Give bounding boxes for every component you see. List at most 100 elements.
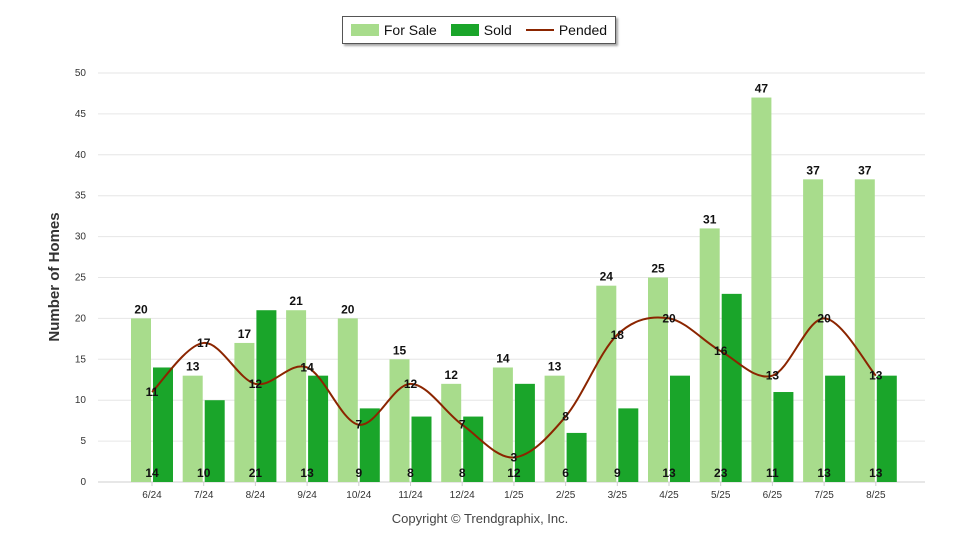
bar-for-sale — [854, 179, 875, 482]
bar-for-sale — [389, 359, 410, 482]
bar-for-sale — [648, 277, 668, 482]
data-label-sold: 6 — [562, 466, 569, 480]
pended-series-line — [151, 316, 877, 459]
data-label-for-sale: 20 — [341, 302, 355, 316]
bar-sold — [825, 375, 846, 482]
data-label-for-sale: 37 — [806, 163, 820, 177]
data-label-pended: 12 — [249, 377, 263, 391]
data-label-sold: 23 — [714, 466, 728, 480]
data-label-sold: 11 — [766, 466, 779, 480]
sold-swatch — [450, 24, 479, 36]
bar-for-sale — [441, 383, 462, 482]
bar-for-sale — [182, 375, 203, 482]
bar-sold — [721, 293, 742, 482]
bar-for-sale — [492, 367, 513, 482]
x-axis: 6/24 7/24 8/24 9/24 10/24 11/24 12/24 1/25 2/25 3… — [98, 481, 925, 501]
y-tick-label: 15 — [75, 354, 87, 365]
bar-sold — [463, 416, 484, 482]
bar-sold — [204, 400, 225, 482]
data-label-sold: 13 — [817, 466, 831, 480]
data-label-for-sale: 17 — [238, 327, 252, 341]
bar-sold — [618, 408, 639, 482]
y-tick-label: 5 — [80, 436, 86, 447]
data-label-pended: 13 — [869, 369, 883, 383]
bar-sold — [876, 375, 897, 482]
bars — [131, 97, 897, 482]
bar-sold — [308, 375, 329, 482]
y-tick-label: 30 — [75, 232, 87, 243]
pended-swatch — [525, 29, 554, 31]
x-tick-label: 8/24 — [246, 490, 266, 501]
data-label-pended: 13 — [766, 369, 780, 383]
y-tick-label: 10 — [75, 395, 87, 406]
data-label-pended: 3 — [511, 450, 518, 464]
bar-for-sale — [803, 179, 824, 482]
y-tick-label: 35 — [75, 191, 87, 202]
x-tick-label: 5/25 — [711, 490, 731, 501]
data-label-sold: 8 — [407, 466, 414, 480]
data-label-sold: 14 — [145, 466, 159, 480]
bar-for-sale — [234, 342, 255, 482]
data-label-sold: 21 — [249, 466, 263, 480]
data-label-sold: 8 — [459, 466, 466, 480]
x-tick-label: 10/24 — [346, 490, 371, 501]
y-tick-label: 40 — [75, 150, 87, 161]
y-axis: 0 5 10 15 20 25 30 35 40 45 50 — [75, 68, 87, 488]
bar-sold — [153, 367, 173, 482]
x-tick-label: 7/25 — [814, 490, 834, 501]
bar-for-sale — [337, 318, 358, 482]
data-label-for-sale: 15 — [393, 343, 407, 357]
x-tick-label: 1/25 — [504, 490, 524, 501]
x-tick-label: 6/25 — [763, 490, 783, 501]
data-label-for-sale: 13 — [186, 360, 200, 374]
bar-sold — [670, 375, 690, 482]
bar-sold — [514, 383, 535, 482]
data-label-pended: 18 — [611, 328, 625, 342]
legend: For Sale Sold Pended — [342, 16, 616, 44]
bar-sold — [411, 416, 432, 482]
data-label-for-sale: 25 — [651, 262, 665, 276]
x-tick-label: 9/24 — [297, 490, 317, 501]
bar-sold — [566, 432, 587, 482]
bar-for-sale — [286, 310, 307, 482]
data-label-for-sale: 24 — [600, 270, 614, 284]
legend-item-sold[interactable]: Sold — [450, 22, 512, 38]
data-label-pended: 20 — [817, 311, 831, 325]
pended-line — [151, 316, 877, 459]
bar-sold — [359, 408, 380, 482]
data-label-pended: 16 — [714, 344, 728, 358]
x-tick-label: 8/25 — [866, 490, 886, 501]
legend-label-pended: Pended — [558, 22, 608, 38]
legend-item-pended[interactable]: Pended — [525, 22, 608, 38]
y-tick-label: 50 — [75, 68, 87, 79]
y-tick-label: 25 — [75, 273, 87, 284]
data-label-pended: 12 — [404, 377, 418, 391]
data-label-pended: 7 — [355, 418, 362, 432]
data-label-for-sale: 21 — [289, 294, 303, 308]
y-axis-title: Number of Homes — [46, 212, 63, 341]
data-label-pended: 17 — [197, 336, 211, 350]
bar-for-sale — [751, 97, 772, 482]
x-tick-label: 12/24 — [450, 490, 475, 501]
x-tick-label: 3/25 — [608, 490, 628, 501]
bar-sold — [256, 310, 277, 482]
data-label-sold: 13 — [869, 466, 883, 480]
bar-for-sale — [699, 228, 720, 482]
bar-for-sale — [596, 285, 617, 482]
x-tick-label: 11/24 — [398, 490, 423, 501]
legend-item-for-sale[interactable]: For Sale — [350, 22, 437, 38]
data-label-sold: 9 — [355, 466, 362, 480]
bar-sold — [773, 392, 794, 482]
y-tick-label: 0 — [80, 477, 86, 488]
data-label-pended: 7 — [459, 418, 466, 432]
data-label-pended: 11 — [146, 385, 159, 399]
data-label-sold: 13 — [300, 466, 314, 480]
x-tick-label: 6/24 — [142, 490, 162, 501]
data-label-for-sale: 20 — [134, 302, 148, 316]
data-label-sold: 10 — [197, 466, 211, 480]
data-label-for-sale: 12 — [445, 368, 459, 382]
data-label-sold: 9 — [614, 466, 621, 480]
data-label-sold: 12 — [507, 466, 521, 480]
